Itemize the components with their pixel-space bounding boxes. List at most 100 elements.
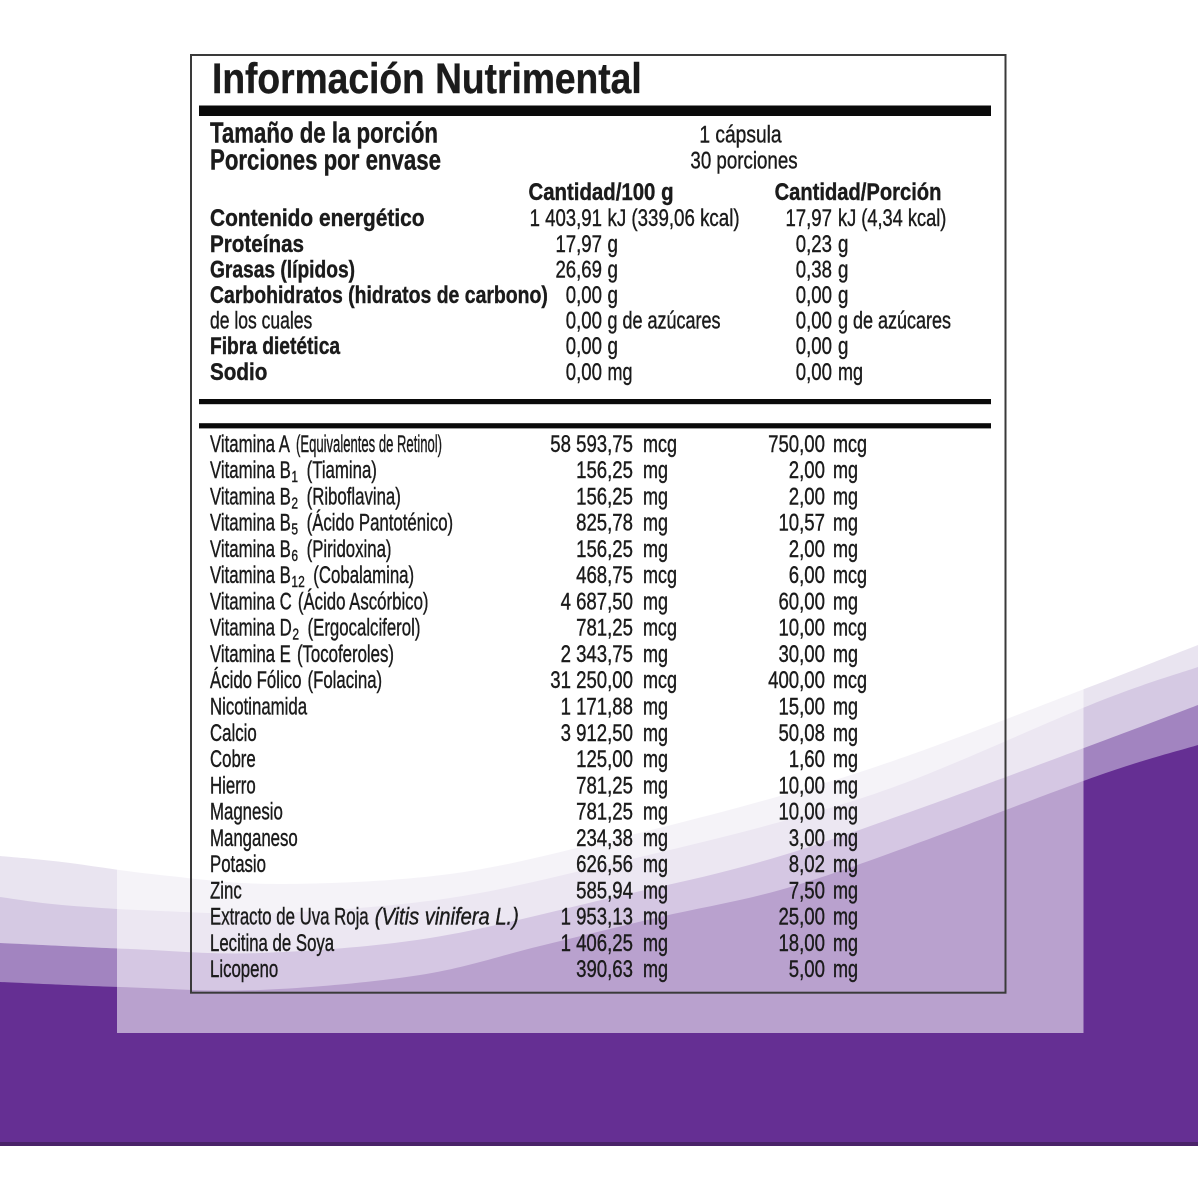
svg-text:(Piridoxina): (Piridoxina) [307, 536, 392, 563]
svg-text:8,02: 8,02 [789, 851, 825, 878]
svg-text:2: 2 [291, 494, 298, 512]
svg-text:(Equivalentes de Retinol): (Equivalentes de Retinol) [296, 432, 442, 458]
svg-text:5,00: 5,00 [789, 956, 825, 983]
svg-text:10,00: 10,00 [778, 614, 825, 641]
svg-text:4 687,50: 4 687,50 [561, 588, 633, 615]
svg-text:mg: mg [643, 510, 668, 536]
svg-text:Fibra dietética: Fibra dietética [210, 332, 341, 360]
svg-text:26,69: 26,69 [555, 256, 602, 283]
svg-text:Cantidad/Porción: Cantidad/Porción [775, 179, 942, 206]
svg-text:0,00: 0,00 [796, 359, 832, 386]
svg-text:Vitamina B: Vitamina B [210, 457, 291, 484]
svg-text:mg: mg [643, 458, 668, 484]
svg-text:750,00: 750,00 [768, 431, 825, 458]
svg-text:g: g [608, 333, 618, 360]
svg-text:Información Nutrimental: Información Nutrimental [212, 56, 642, 103]
svg-text:3 912,50: 3 912,50 [561, 720, 633, 747]
svg-text:Sodio: Sodio [210, 358, 267, 385]
svg-text:mg: mg [833, 904, 858, 930]
svg-text:Vitamina C: Vitamina C [210, 589, 292, 616]
svg-text:0,00: 0,00 [566, 282, 602, 309]
svg-text:(Folacina): (Folacina) [307, 667, 382, 694]
svg-text:1 953,13: 1 953,13 [561, 903, 633, 930]
svg-text:mg: mg [643, 642, 668, 668]
svg-text:30 porciones: 30 porciones [690, 147, 797, 174]
svg-text:0,00: 0,00 [796, 333, 832, 360]
svg-text:Proteínas: Proteínas [210, 230, 304, 257]
svg-text:825,78: 825,78 [576, 509, 633, 536]
svg-text:Vitamina B: Vitamina B [210, 484, 291, 511]
svg-text:(Cobalamina): (Cobalamina) [313, 562, 414, 589]
svg-text:mcg: mcg [833, 668, 867, 694]
svg-text:mg: mg [643, 720, 668, 746]
svg-text:mg: mg [608, 359, 633, 385]
svg-text:mg: mg [838, 359, 863, 385]
svg-text:mg: mg [643, 484, 668, 510]
svg-text:mg: mg [643, 537, 668, 563]
svg-text:12: 12 [291, 572, 304, 590]
svg-text:mg: mg [643, 878, 668, 904]
svg-text:Ácido Fólico: Ácido Fólico [210, 667, 301, 694]
svg-text:10,57: 10,57 [778, 509, 825, 536]
svg-text:30,00: 30,00 [778, 641, 825, 668]
svg-text:de los cuales: de los cuales [210, 308, 312, 334]
svg-text:mcg: mcg [643, 432, 677, 458]
svg-text:1: 1 [291, 467, 298, 485]
svg-text:mcg: mcg [833, 615, 867, 641]
svg-text:156,25: 156,25 [576, 536, 633, 563]
svg-text:1 406,25: 1 406,25 [561, 930, 633, 957]
svg-text:g de azúcares: g de azúcares [838, 308, 951, 334]
svg-text:Vitamina E: Vitamina E [210, 641, 291, 668]
svg-text:(Ácido Pantoténico): (Ácido Pantoténico) [307, 510, 454, 537]
svg-text:(Riboflavina): (Riboflavina) [307, 484, 401, 511]
svg-text:mg: mg [643, 694, 668, 720]
svg-text:781,25: 781,25 [576, 614, 633, 641]
svg-text:kJ (4,34 kcal): kJ (4,34 kcal) [838, 205, 946, 232]
svg-text:kJ (339,06 kcal): kJ (339,06 kcal) [608, 205, 740, 232]
svg-text:Extracto de Uva Roja: Extracto de Uva Roja [210, 904, 369, 931]
svg-text:17,97: 17,97 [555, 231, 602, 258]
svg-text:mcg: mcg [643, 563, 677, 589]
svg-text:0,38: 0,38 [796, 256, 832, 283]
svg-text:mcg: mcg [643, 668, 677, 694]
svg-text:Potasio: Potasio [210, 851, 266, 878]
svg-text:2 343,75: 2 343,75 [561, 641, 633, 668]
svg-text:mg: mg [833, 694, 858, 720]
svg-text:468,75: 468,75 [576, 562, 633, 589]
svg-text:400,00: 400,00 [768, 667, 825, 694]
svg-text:10,00: 10,00 [778, 798, 825, 825]
svg-text:mg: mg [833, 799, 858, 825]
svg-text:Carbohidratos (hidratos de car: Carbohidratos (hidratos de carbono) [210, 281, 548, 308]
svg-text:781,25: 781,25 [576, 772, 633, 799]
svg-text:mg: mg [833, 720, 858, 746]
svg-text:7,50: 7,50 [789, 877, 825, 904]
svg-text:Licopeno: Licopeno [210, 956, 278, 983]
svg-text:2,00: 2,00 [789, 457, 825, 484]
svg-text:mg: mg [833, 878, 858, 904]
svg-text:25,00: 25,00 [778, 903, 825, 930]
svg-text:(Ácido Ascórbico): (Ácido Ascórbico) [298, 589, 429, 616]
svg-text:585,94: 585,94 [576, 877, 633, 904]
svg-text:mg: mg [643, 799, 668, 825]
svg-text:Grasas (lípidos): Grasas (lípidos) [210, 255, 355, 283]
svg-text:g: g [608, 256, 618, 283]
svg-text:1 403,91: 1 403,91 [530, 205, 602, 232]
svg-text:125,00: 125,00 [576, 746, 633, 773]
svg-text:Magnesio: Magnesio [210, 799, 283, 826]
svg-text:g de azúcares: g de azúcares [608, 308, 721, 334]
svg-text:3,00: 3,00 [789, 825, 825, 852]
svg-text:g: g [838, 333, 848, 360]
svg-text:mcg: mcg [833, 432, 867, 458]
svg-text:2,00: 2,00 [789, 483, 825, 510]
svg-text:(Tiamina): (Tiamina) [307, 457, 377, 484]
svg-text:Cantidad/100 g: Cantidad/100 g [528, 179, 673, 206]
svg-text:mg: mg [643, 825, 668, 851]
svg-text:390,63: 390,63 [576, 956, 633, 983]
svg-text:g: g [838, 256, 848, 283]
svg-text:Contenido energético: Contenido energético [210, 205, 425, 232]
svg-text:mg: mg [643, 747, 668, 773]
svg-text:mg: mg [833, 510, 858, 536]
svg-text:1 171,88: 1 171,88 [561, 693, 633, 720]
svg-text:Vitamina B: Vitamina B [210, 510, 291, 537]
svg-text:156,25: 156,25 [576, 457, 633, 484]
